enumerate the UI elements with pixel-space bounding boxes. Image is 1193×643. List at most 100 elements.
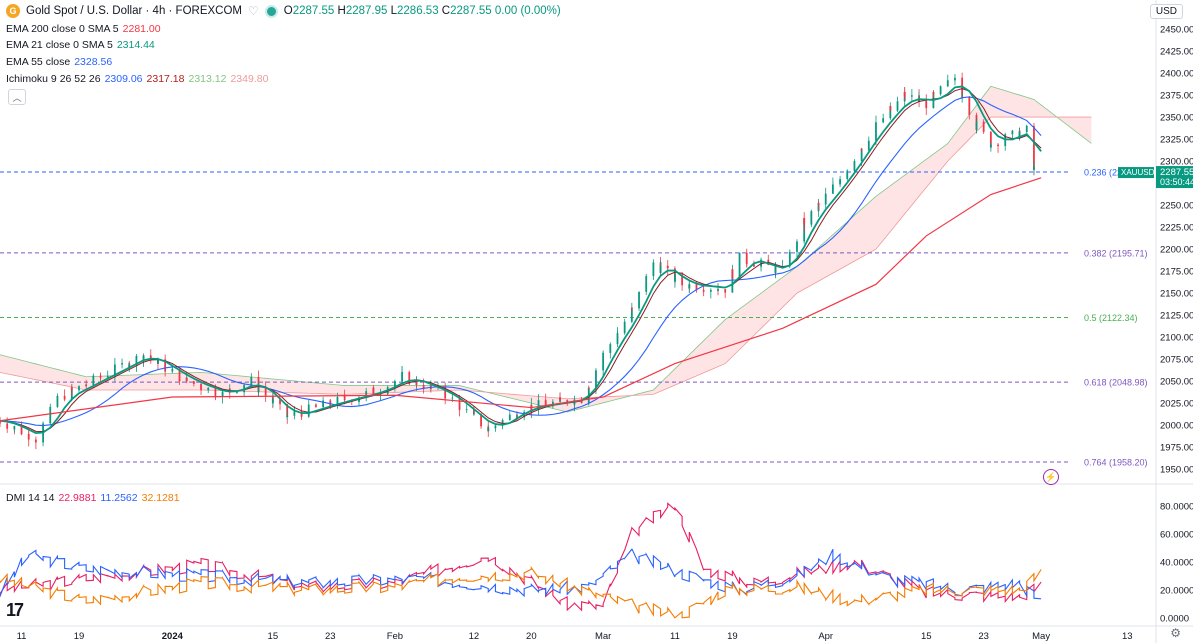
candle-body: [236, 392, 238, 393]
price-tick-label: 2075.00: [1160, 355, 1193, 366]
price-tag-countdown: 03:50:44: [1160, 177, 1193, 187]
fib-label: 0.764 (1958.20): [1084, 457, 1148, 467]
candle-body: [207, 387, 210, 391]
candle-body: [846, 170, 849, 172]
candle-body: [480, 413, 482, 427]
fib-label: 0.618 (2048.98): [1084, 378, 1148, 388]
price-tick-label: 2225.00: [1160, 223, 1193, 234]
candle-body: [1025, 125, 1028, 133]
heart-icon[interactable]: ♡: [248, 4, 259, 18]
candle-body: [788, 258, 791, 267]
candle-body: [1033, 167, 1035, 170]
candle-body: [113, 364, 116, 372]
candle-body: [279, 399, 281, 405]
candle-body: [85, 384, 88, 386]
candle-body: [889, 106, 892, 111]
candle-body: [300, 412, 303, 417]
candle-body: [92, 375, 95, 386]
candle-body: [171, 368, 174, 371]
symbol-header: G Gold Spot / U.S. Dollar · 4h · FOREXCO…: [6, 4, 561, 18]
candle-body: [20, 426, 23, 435]
candle-body: [831, 185, 834, 194]
time-tick-label: 19: [74, 631, 85, 642]
lightning-icon[interactable]: ⚡: [1043, 469, 1059, 485]
candle-body: [286, 404, 289, 418]
candle-body: [128, 365, 131, 368]
candle-body: [709, 289, 712, 292]
price-tick-label: 2000.00: [1160, 421, 1193, 432]
fib-label: 0.236 (22…: [1084, 168, 1131, 178]
candle-body: [307, 404, 310, 417]
candle-body: [997, 144, 999, 147]
candle-body: [508, 414, 511, 421]
price-tag: [1156, 166, 1193, 189]
candle-body: [372, 387, 375, 395]
candle-body: [121, 363, 123, 365]
price-tick-label: 2200.00: [1160, 245, 1193, 256]
collapse-chevron-icon[interactable]: ︿: [8, 89, 26, 105]
candle-body: [408, 372, 411, 385]
legend-ichimoku[interactable]: Ichimoku 9 26 52 26 2309.06 2317.18 2313.12…: [6, 73, 269, 85]
candle-body: [99, 376, 102, 378]
symbol-tag: [1118, 167, 1154, 179]
candle-body: [336, 396, 339, 406]
candle-body: [135, 355, 138, 366]
candle-body: [602, 355, 605, 371]
candle-body: [774, 266, 777, 273]
candle-body: [796, 241, 798, 252]
candle-body: [200, 389, 202, 391]
candle-body: [889, 106, 892, 119]
candle-body: [171, 370, 174, 372]
candle-body: [616, 333, 619, 336]
legend-ema21[interactable]: EMA 21 close 0 SMA 5 2314.44: [6, 39, 155, 51]
candle-body: [293, 411, 296, 416]
legend-ema55[interactable]: EMA 55 close 2328.56: [6, 56, 113, 68]
candle-body: [63, 395, 66, 400]
candle-body: [846, 171, 849, 180]
senkou-a-line: [0, 85, 1092, 413]
candle-body: [42, 428, 44, 443]
candle-body: [365, 391, 368, 398]
legend-ema200[interactable]: EMA 200 close 0 SMA 5 2281.00: [6, 23, 161, 35]
candle-body: [731, 269, 734, 279]
candle-body: [394, 381, 396, 388]
candle-body: [989, 131, 992, 148]
candle-body: [27, 434, 30, 440]
candles: [0, 72, 1035, 450]
candle-body: [595, 370, 597, 389]
ema200-line: [0, 177, 1042, 422]
price-tick-label: 1950.00: [1160, 465, 1193, 476]
time-tick-label: 23: [978, 631, 989, 642]
candle-body: [271, 399, 274, 404]
candle-body: [839, 179, 841, 185]
candle-body: [56, 395, 59, 399]
candle-body: [465, 409, 468, 411]
legend-dmi[interactable]: DMI 14 14 22.9881 11.2562 32.1281: [6, 492, 180, 504]
candle-body: [149, 355, 152, 360]
ichimoku-cloud: [0, 86, 1092, 412]
candle-body: [379, 393, 382, 395]
candle-body: [645, 280, 648, 292]
fib-label: 0.5 (2122.34): [1084, 313, 1138, 323]
dmi-tick-label: 60.0000: [1160, 529, 1193, 540]
candle-body: [157, 359, 159, 364]
candle-body: [932, 92, 935, 95]
candle-body: [200, 383, 202, 390]
time-tick-label: 12: [469, 631, 480, 642]
dmi-tick-label: 80.0000: [1160, 501, 1193, 512]
candle-body: [458, 404, 461, 410]
time-tick-label: 15: [921, 631, 932, 642]
price-tick-label: 2175.00: [1160, 267, 1193, 278]
currency-button[interactable]: USD: [1149, 4, 1183, 19]
candle-body: [6, 423, 9, 429]
gear-icon[interactable]: ⚙: [1170, 626, 1181, 640]
tradingview-logo[interactable]: 17: [6, 600, 24, 620]
price-tick-label: 2125.00: [1160, 311, 1193, 322]
candle-body: [674, 274, 676, 282]
price-tick-label: 2350.00: [1160, 113, 1193, 124]
time-tick-label: 2024: [162, 631, 184, 642]
symbol-title[interactable]: Gold Spot / U.S. Dollar · 4h · FOREXCOM: [26, 5, 243, 17]
time-tick-label: 19: [727, 631, 738, 642]
price-tick-label: 2425.00: [1160, 47, 1193, 58]
